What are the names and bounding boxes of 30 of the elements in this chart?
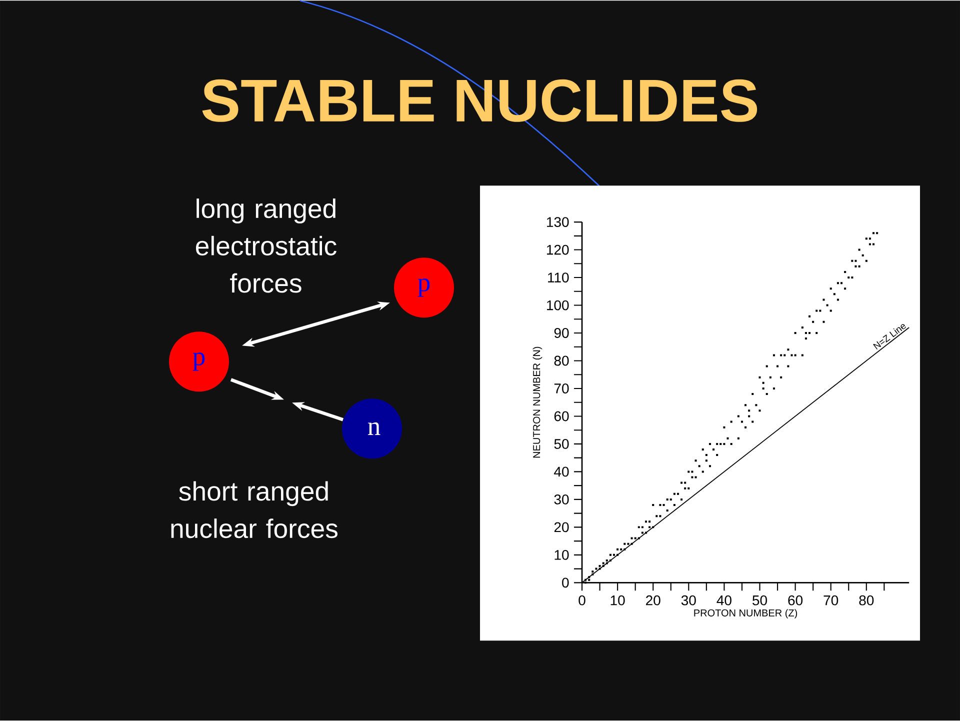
y-tick-label: 0 <box>562 578 569 588</box>
x-tick-label: 70 <box>824 596 838 606</box>
x-tick-label: 0 <box>578 596 586 606</box>
x-tick-label: 60 <box>788 596 803 606</box>
x-tick-label: 30 <box>681 596 696 606</box>
text: p <box>192 352 205 371</box>
text: long ranged electrostatic forces <box>196 198 336 293</box>
y-tick-label: 130 <box>547 217 569 228</box>
y-tick-label: 90 <box>554 328 569 338</box>
text: p <box>418 278 430 297</box>
y-tick-label: 80 <box>554 356 569 366</box>
y-tick-label: 30 <box>554 494 569 505</box>
y-tick-label: 100 <box>547 300 569 310</box>
y-tick-label: 20 <box>554 522 569 532</box>
text: short ranged nuclear forces <box>171 481 338 538</box>
x-tick-label: 50 <box>752 596 767 606</box>
y-tick-label: 10 <box>554 550 569 560</box>
x-tick-label: 80 <box>859 596 874 606</box>
y-tick-label: 110 <box>548 272 569 283</box>
x-axis-title: PROTON NUMBER (Z) <box>694 609 798 619</box>
y-tick-label: 40 <box>554 466 569 477</box>
x-tick-label: 40 <box>716 596 732 606</box>
y-tick-label: 60 <box>554 411 569 422</box>
y-tick-label: 50 <box>554 439 569 450</box>
text: n <box>368 422 380 436</box>
y-axis-title: NEUTRON NUMBER (N) <box>532 347 542 458</box>
y-tick-label: 120 <box>547 245 569 255</box>
x-tick-label: 10 <box>610 596 625 606</box>
y-tick-label: 70 <box>554 384 569 394</box>
x-tick-label: 20 <box>646 596 660 606</box>
